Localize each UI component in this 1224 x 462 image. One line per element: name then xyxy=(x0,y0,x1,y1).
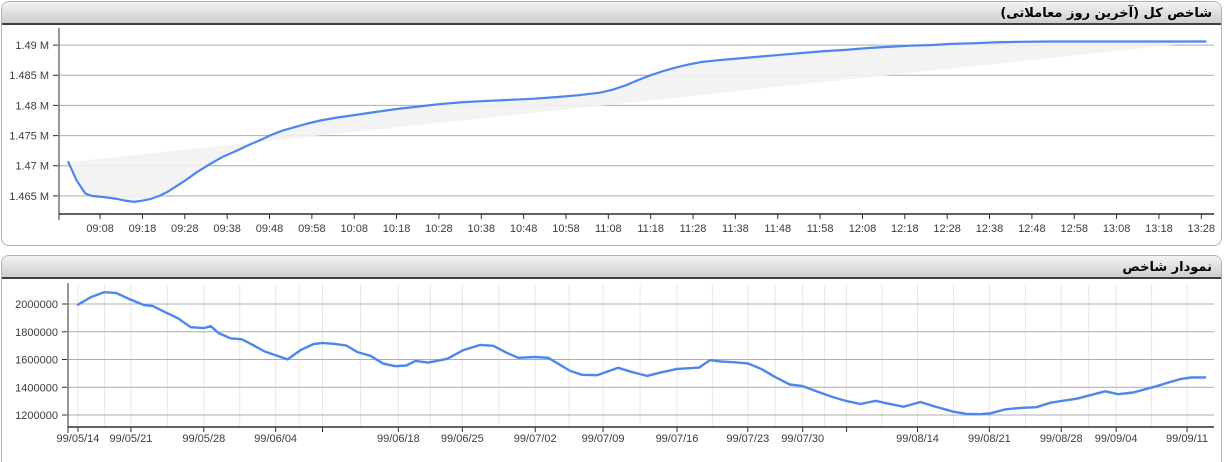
svg-text:99/07/30: 99/07/30 xyxy=(781,433,824,445)
svg-text:1200000: 1200000 xyxy=(15,410,58,422)
intraday-line-chart: 1.465 M 1.47 M 1.475 M 1.48 M 1.485 M 1.49 M 0… xyxy=(2,25,1219,245)
svg-text:99/08/21: 99/08/21 xyxy=(968,433,1011,445)
svg-text:09:48: 09:48 xyxy=(256,223,284,235)
svg-text:13:08: 13:08 xyxy=(1103,223,1131,235)
y-axis-labels: 1.465 M 1.47 M 1.475 M 1.48 M 1.485 M 1.49 M xyxy=(9,40,49,203)
history-panel-header: نمودار شاخص xyxy=(2,256,1221,279)
svg-text:11:38: 11:38 xyxy=(722,223,749,235)
svg-text:11:18: 11:18 xyxy=(637,223,664,235)
svg-text:10:48: 10:48 xyxy=(510,223,538,235)
svg-text:1.48 M: 1.48 M xyxy=(15,100,49,112)
svg-text:12:48: 12:48 xyxy=(1018,223,1046,235)
svg-text:99/07/16: 99/07/16 xyxy=(656,433,699,445)
svg-text:13:18: 13:18 xyxy=(1145,223,1173,235)
svg-text:99/06/04: 99/06/04 xyxy=(254,433,297,445)
svg-text:99/07/09: 99/07/09 xyxy=(582,433,625,445)
svg-text:12:18: 12:18 xyxy=(891,223,919,235)
svg-text:12:08: 12:08 xyxy=(849,223,877,235)
svg-text:1600000: 1600000 xyxy=(15,355,58,367)
x-axis-labels: 09:08 09:18 09:28 09:38 09:48 09:58 10:08 10:18… xyxy=(86,223,1215,235)
history-index-panel: نمودار شاخص 1200000 1400000 1600000 1800000… xyxy=(1,255,1222,462)
svg-text:10:18: 10:18 xyxy=(383,223,411,235)
svg-text:1.465 M: 1.465 M xyxy=(9,191,49,203)
svg-text:99/09/04: 99/09/04 xyxy=(1095,433,1138,445)
intraday-plot-area[interactable] xyxy=(59,30,1214,214)
svg-text:09:28: 09:28 xyxy=(171,223,199,235)
svg-text:11:28: 11:28 xyxy=(680,223,707,235)
svg-text:99/05/14: 99/05/14 xyxy=(57,433,100,445)
svg-text:10:58: 10:58 xyxy=(552,223,580,235)
svg-text:99/09/11: 99/09/11 xyxy=(1166,433,1208,445)
svg-text:2000000: 2000000 xyxy=(15,299,58,311)
svg-text:11:48: 11:48 xyxy=(764,223,791,235)
svg-text:11:58: 11:58 xyxy=(807,223,834,235)
svg-text:1.485 M: 1.485 M xyxy=(9,70,49,82)
svg-text:1.47 M: 1.47 M xyxy=(15,161,49,173)
svg-text:99/05/21: 99/05/21 xyxy=(110,433,153,445)
svg-text:99/06/25: 99/06/25 xyxy=(441,433,484,445)
svg-text:99/07/23: 99/07/23 xyxy=(726,433,769,445)
svg-text:09:08: 09:08 xyxy=(86,223,114,235)
svg-text:12:58: 12:58 xyxy=(1060,223,1088,235)
svg-text:11:08: 11:08 xyxy=(595,223,622,235)
svg-text:09:18: 09:18 xyxy=(129,223,157,235)
intraday-panel-title: شاخص کل (آخرین روز معاملاتی) xyxy=(1000,6,1212,21)
svg-text:13:28: 13:28 xyxy=(1188,223,1216,235)
svg-text:10:08: 10:08 xyxy=(340,223,368,235)
svg-text:99/05/28: 99/05/28 xyxy=(182,433,225,445)
svg-text:99/08/14: 99/08/14 xyxy=(896,433,939,445)
intraday-index-panel: شاخص کل (آخرین روز معاملاتی) 1.465 M 1.47… xyxy=(1,1,1222,246)
intraday-panel-header: شاخص کل (آخرین روز معاملاتی) xyxy=(2,2,1221,25)
svg-text:10:38: 10:38 xyxy=(468,223,496,235)
svg-text:12:38: 12:38 xyxy=(976,223,1004,235)
svg-text:09:38: 09:38 xyxy=(213,223,241,235)
history-plot-area[interactable] xyxy=(68,285,1214,427)
y-axis-labels: 1200000 1400000 1600000 1800000 2000000 xyxy=(15,299,58,422)
svg-text:10:28: 10:28 xyxy=(425,223,453,235)
svg-text:99/08/28: 99/08/28 xyxy=(1040,433,1083,445)
svg-text:09:58: 09:58 xyxy=(298,223,326,235)
x-axis-labels: 99/05/14 99/05/21 99/05/28 99/06/04 99/06/18… xyxy=(57,433,1209,445)
history-line-chart: 1200000 1400000 1600000 1800000 2000000 99/05… xyxy=(2,279,1219,462)
svg-text:99/06/18: 99/06/18 xyxy=(377,433,420,445)
svg-text:99/07/02: 99/07/02 xyxy=(514,433,557,445)
svg-text:1400000: 1400000 xyxy=(15,382,58,394)
svg-text:1800000: 1800000 xyxy=(15,327,58,339)
svg-text:12:28: 12:28 xyxy=(933,223,961,235)
svg-text:1.49 M: 1.49 M xyxy=(15,40,49,52)
history-panel-title: نمودار شاخص xyxy=(1122,260,1212,275)
svg-text:1.475 M: 1.475 M xyxy=(9,131,49,143)
